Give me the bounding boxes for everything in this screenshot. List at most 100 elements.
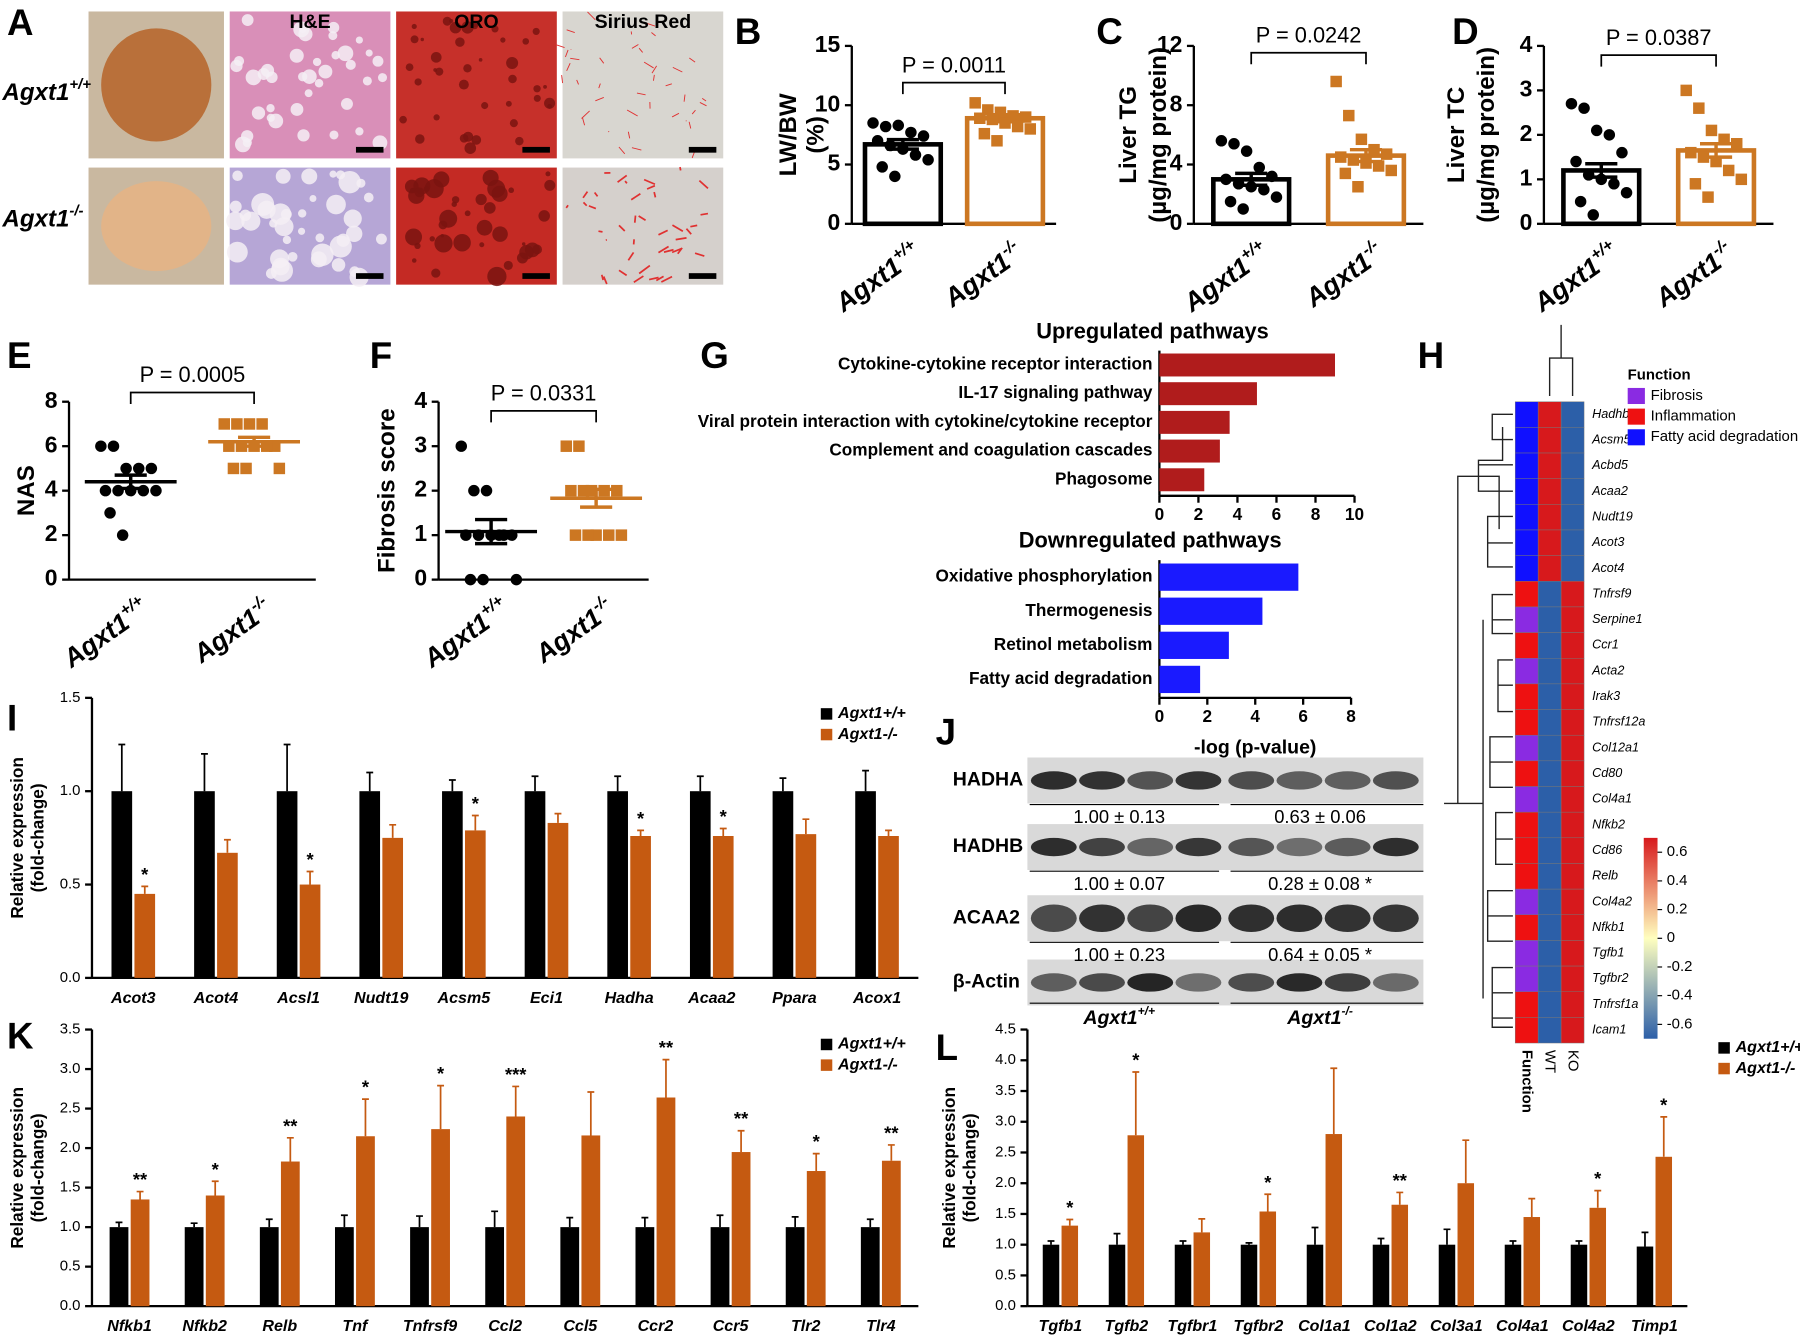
data-point (1693, 102, 1705, 114)
lipid-droplet (329, 235, 352, 258)
colorbar-label: -0.4 (1667, 987, 1693, 1004)
row-label: Tnfrsf12a (1592, 715, 1645, 729)
heatmap-cell (1560, 427, 1585, 454)
heatmap-cell (1560, 786, 1585, 813)
significance: * (813, 1131, 821, 1152)
bar (712, 836, 734, 978)
bar (1159, 468, 1205, 492)
legend-label: Agxt1+/+ (837, 704, 906, 722)
scale-bar (688, 273, 717, 279)
error-bar (802, 818, 810, 835)
collagen-fiber (602, 276, 608, 285)
lipid-droplet (435, 67, 444, 76)
data-point (455, 440, 468, 452)
colorbar-label: -0.6 (1667, 1015, 1693, 1032)
heatmap-cell (1537, 427, 1562, 454)
error-bar (812, 1152, 820, 1172)
significance: * (1660, 1094, 1668, 1115)
y-axis-label: (µg/mg protein) (1473, 47, 1500, 223)
bar (806, 1171, 826, 1307)
bar (1372, 1244, 1390, 1307)
lipid-droplet (543, 85, 547, 89)
heatmap-cell (1560, 606, 1585, 633)
data-point (472, 529, 485, 541)
x-tick-label: Timp1 (1631, 1317, 1678, 1335)
heatmap-cell (1560, 555, 1585, 582)
blot-band (1175, 904, 1222, 932)
collagen-fiber (685, 228, 692, 235)
bar (860, 1227, 880, 1307)
collagen-fiber (700, 212, 709, 216)
data-point (917, 130, 930, 142)
error-bar (1311, 1226, 1319, 1245)
lipid-droplet (429, 236, 435, 242)
data-point (1570, 155, 1582, 168)
heatmap-cell (1560, 940, 1585, 967)
collagen-fiber (660, 275, 673, 283)
lipid-droplet (463, 64, 472, 73)
error-bar (662, 1058, 670, 1098)
row-label: Acot4 (1591, 561, 1624, 575)
row-label: Tnfrsf1a (1592, 997, 1638, 1011)
significance: ** (283, 1115, 298, 1136)
x-tick-label: Col3a1 (1430, 1317, 1483, 1335)
y-axis-label: Relative expression (7, 757, 27, 919)
lipid-droplet (346, 225, 363, 242)
lipid-droplet (522, 38, 530, 45)
collagen-fiber (582, 191, 589, 199)
function-cell (1514, 940, 1539, 967)
collagen-fiber (688, 121, 692, 129)
collagen-fiber (617, 174, 628, 183)
x-tick-label: 8 (1346, 706, 1356, 726)
data-point (565, 484, 577, 497)
y-tick-label: 0 (1520, 209, 1533, 235)
heatmap-cell (1537, 734, 1562, 762)
x-tick-label: Tgfbr1 (1167, 1317, 1217, 1335)
collagen-fiber (672, 66, 683, 73)
data-point (104, 507, 116, 519)
lipid-droplet (471, 135, 482, 145)
lipid-droplet (232, 170, 243, 182)
collagen-fiber (582, 201, 588, 207)
lipid-droplet (440, 233, 445, 238)
lipid-droplet (420, 37, 424, 42)
function-cell (1514, 811, 1539, 839)
heatmap-cell (1537, 632, 1562, 659)
bar (630, 836, 651, 978)
data-point (1582, 169, 1595, 181)
lipid-droplet (515, 136, 524, 146)
data-point (1372, 160, 1385, 172)
error-bar (491, 1210, 499, 1228)
bar (334, 1227, 354, 1307)
error-bar (190, 1222, 198, 1228)
collagen-fiber (646, 184, 656, 190)
significance: * (141, 864, 149, 885)
bar (134, 893, 156, 978)
data-point (1368, 143, 1380, 156)
lipid-droplet (415, 134, 425, 144)
x-tick-label: Tnf (342, 1317, 369, 1335)
bar (635, 1227, 655, 1307)
lipid-droplet (433, 114, 440, 121)
data-point (1352, 181, 1364, 193)
data-point (227, 462, 240, 475)
collagen-fiber (561, 75, 564, 84)
data-point (1595, 173, 1608, 186)
lipid-droplet (451, 201, 457, 207)
error-bar (1066, 1218, 1074, 1226)
function-cell (1514, 888, 1539, 915)
data-point (611, 484, 623, 497)
error-bar (1132, 1071, 1140, 1136)
heatmap-cell (1537, 940, 1562, 967)
genotype-name: Agxt1 (938, 246, 1016, 313)
row-label: Tnfrsf9 (1592, 586, 1631, 600)
lipid-droplet (533, 85, 541, 93)
lipid-droplet (329, 170, 337, 178)
error-bar (887, 1144, 895, 1161)
liver-photo (101, 181, 212, 272)
genotype-name: Agxt1 (1649, 246, 1727, 313)
lipid-droplet (275, 168, 291, 184)
blot-band (1175, 973, 1222, 992)
heatmap-cell (1560, 478, 1585, 505)
